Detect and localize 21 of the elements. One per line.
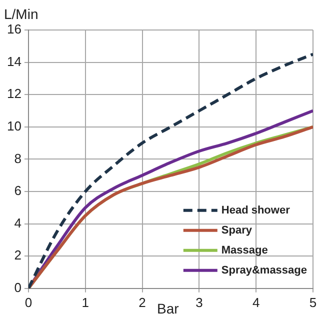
y-tick-label: 6 bbox=[14, 183, 22, 198]
x-axis-title: Bar bbox=[156, 300, 180, 316]
x-tick-label: 5 bbox=[309, 294, 317, 310]
x-tick-label: 2 bbox=[138, 294, 146, 310]
x-tick-label: 4 bbox=[252, 294, 260, 310]
y-tick-label: 0 bbox=[14, 280, 22, 295]
y-tick-label: 16 bbox=[6, 22, 22, 37]
y-tick-label: 2 bbox=[14, 248, 22, 263]
x-tick-label: 3 bbox=[196, 294, 203, 310]
legend-label: Massage bbox=[221, 244, 268, 256]
y-tick-label: 12 bbox=[6, 86, 22, 102]
y-tick-label: 10 bbox=[6, 118, 22, 134]
x-tick-label: 0 bbox=[24, 294, 32, 310]
legend-label: Spary bbox=[221, 224, 253, 236]
y-axis-title: L/Min bbox=[4, 6, 38, 22]
legend-label: Head shower bbox=[221, 204, 291, 216]
y-tick-label: 14 bbox=[6, 54, 22, 69]
y-tick-label: 8 bbox=[14, 150, 22, 166]
x-tick-label: 1 bbox=[82, 294, 89, 310]
y-tick-label: 4 bbox=[14, 215, 22, 230]
legend-label: Spray&massage bbox=[221, 264, 308, 276]
